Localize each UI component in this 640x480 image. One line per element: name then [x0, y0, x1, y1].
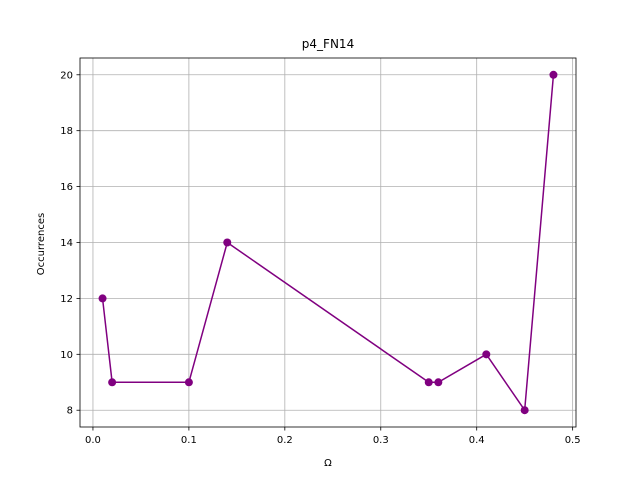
- x-tick-label: 0.3: [373, 435, 389, 446]
- data-point: [424, 378, 433, 387]
- data-point: [108, 378, 117, 387]
- y-axis-ticks: 8 10 12 14 16 18 20: [60, 70, 80, 417]
- x-tick-label: 0.2: [277, 435, 293, 446]
- series-markers: [98, 70, 558, 415]
- y-tick-label: 14: [60, 238, 73, 249]
- grid: [80, 58, 576, 427]
- y-tick-label: 20: [60, 70, 73, 81]
- data-point: [98, 294, 107, 303]
- x-tick-label: 0.4: [469, 435, 485, 446]
- y-tick-label: 12: [60, 294, 73, 305]
- x-axis-ticks: 0.0 0.1 0.2 0.3 0.4 0.5: [85, 427, 581, 446]
- y-tick-label: 10: [60, 350, 73, 361]
- x-tick-label: 0.1: [181, 435, 197, 446]
- data-point: [520, 406, 529, 415]
- x-tick-label: 0.0: [85, 435, 101, 446]
- data-point: [223, 238, 232, 247]
- y-axis-label: Occurrences: [36, 213, 47, 275]
- y-tick-label: 18: [60, 126, 73, 137]
- y-tick-label: 16: [60, 182, 73, 193]
- data-point: [482, 350, 491, 359]
- chart-title: p4_FN14: [302, 37, 354, 51]
- y-tick-label: 8: [67, 406, 73, 417]
- x-tick-label: 0.5: [565, 435, 581, 446]
- data-point: [434, 378, 443, 387]
- x-axis-label: Ω: [324, 458, 332, 469]
- data-point: [549, 70, 558, 79]
- data-point: [184, 378, 193, 387]
